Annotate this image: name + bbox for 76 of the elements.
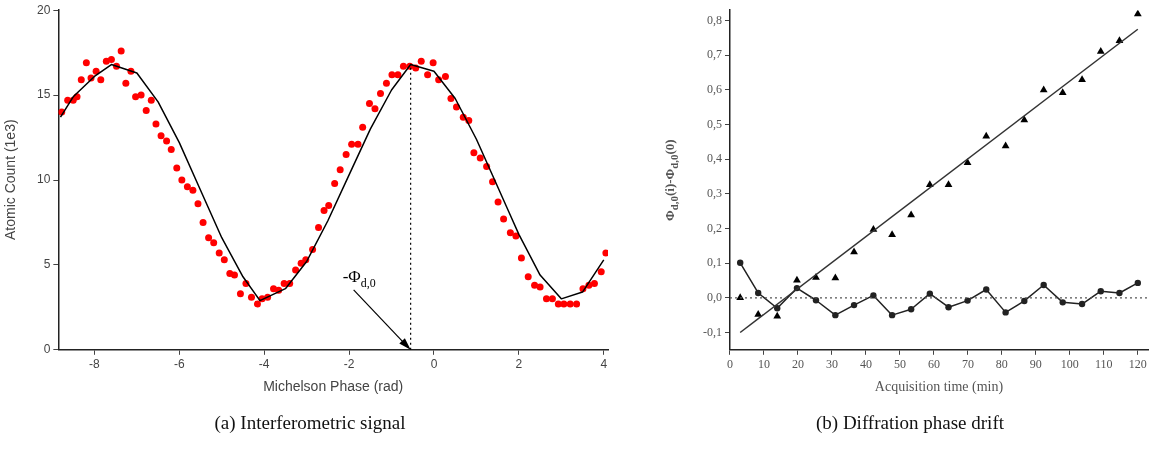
point — [812, 297, 820, 304]
y-tick-label: 5 — [43, 257, 51, 272]
y-tick-label: 0,4 — [707, 151, 722, 166]
x-tick-label: -6 — [173, 357, 185, 372]
point — [888, 230, 896, 237]
point — [755, 289, 762, 297]
point — [1097, 288, 1104, 295]
point — [907, 210, 916, 218]
y-tick-label: 0,7 — [707, 47, 722, 62]
point — [754, 309, 763, 317]
point — [736, 293, 745, 301]
x-tick-label: 10 — [757, 357, 770, 372]
y-tick-label: 0,2 — [707, 220, 722, 235]
point — [1001, 141, 1010, 149]
x-axis-title: Michelson Phase (rad) — [263, 378, 404, 395]
text: (b) Diffration phase drift — [815, 412, 1005, 434]
point — [907, 306, 915, 313]
point — [1058, 88, 1067, 95]
point — [888, 311, 896, 319]
x-tick-label: -2 — [343, 357, 355, 372]
x-tick-label: 110 — [1095, 357, 1113, 372]
x-axis-title: Acquisition time (min) — [874, 379, 1004, 396]
point — [1059, 299, 1066, 306]
point — [945, 303, 952, 311]
point — [1096, 46, 1105, 54]
point — [774, 305, 781, 312]
x-tick-label: 100 — [1060, 357, 1079, 372]
point — [983, 286, 990, 293]
y-tick-label: 0,6 — [707, 82, 722, 97]
x-tick-label: 40 — [859, 357, 872, 372]
point — [926, 290, 934, 297]
point — [850, 301, 858, 309]
point — [1134, 279, 1142, 287]
x-tick-label: 2 — [515, 357, 523, 372]
point — [963, 158, 972, 165]
y-tick-label: 0,3 — [707, 186, 722, 201]
point — [850, 247, 858, 255]
point — [1040, 281, 1047, 289]
x-tick-label: 80 — [995, 357, 1008, 372]
y-tick-label: -0,1 — [703, 324, 722, 339]
x-tick-label: 0 — [430, 357, 438, 372]
point — [736, 259, 744, 267]
y-tick-label: 0,5 — [707, 116, 722, 131]
point — [964, 297, 971, 304]
text: (a) Interferometric signal — [213, 412, 407, 434]
point — [1078, 75, 1086, 83]
y-tick-label: 20 — [36, 2, 51, 17]
x-tick-label: 50 — [893, 357, 906, 372]
x-tick-label: 30 — [825, 357, 838, 372]
point — [832, 311, 839, 319]
x-tick-label: 20 — [791, 357, 804, 372]
x-tick-label: 0 — [727, 357, 733, 372]
y-tick-label: 0,0 — [707, 289, 722, 304]
x-tick-label: 120 — [1128, 357, 1147, 372]
x-tick-label: 90 — [1029, 357, 1042, 372]
y-tick-label: 15 — [36, 87, 51, 102]
point — [982, 131, 991, 139]
y-tick-label: 0,1 — [707, 255, 722, 270]
x-tick-label: -8 — [89, 357, 101, 372]
point — [1116, 289, 1123, 297]
x-tick-label: 60 — [927, 357, 940, 372]
y-tick-label: 0 — [43, 342, 51, 357]
point — [1002, 309, 1009, 316]
point — [944, 180, 953, 188]
x-tick-label: 70 — [961, 357, 974, 372]
point — [1021, 297, 1028, 305]
y-axis-title: Atomic Count (1e3) — [2, 118, 18, 243]
y-tick-label: 0,8 — [707, 12, 722, 27]
point — [1039, 85, 1048, 93]
x-tick-label: -4 — [258, 357, 270, 372]
point — [1133, 10, 1142, 17]
point — [1078, 300, 1086, 308]
x-tick-label: 4 — [600, 357, 608, 372]
point — [831, 273, 840, 281]
y-tick-label: 10 — [36, 172, 51, 187]
point — [870, 292, 877, 299]
